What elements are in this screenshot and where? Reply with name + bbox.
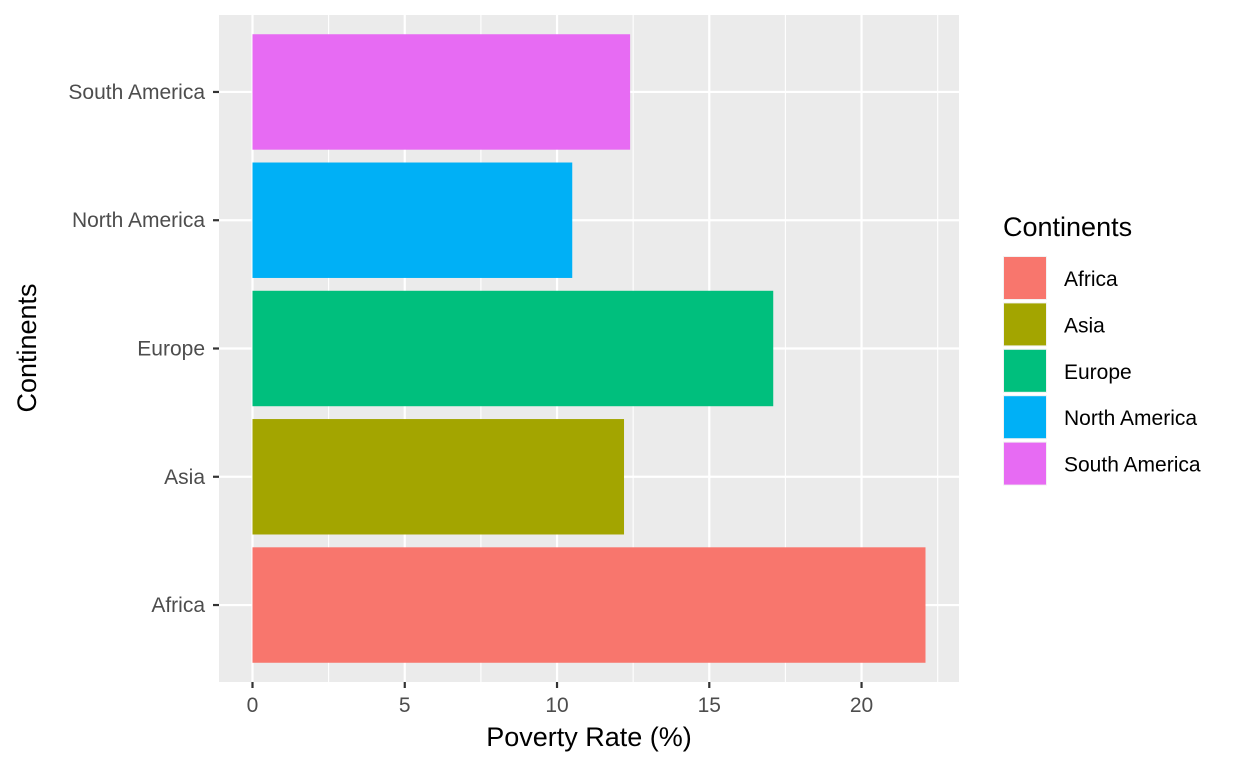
- legend-title: Continents: [1003, 212, 1132, 242]
- y-tick-label: South America: [68, 81, 205, 104]
- legend-key-swatch: [1004, 303, 1046, 346]
- y-axis-title: Continents: [12, 283, 42, 412]
- legend-items: Africa Asia Europe North America South Ameri…: [1003, 256, 1201, 486]
- legend-label: South America: [1064, 454, 1201, 477]
- x-tick-label: 0: [247, 694, 259, 717]
- legend: Continents Africa Asia Europe North America…: [1003, 212, 1201, 486]
- y-axis: Africa Asia Europe North America South Ameri…: [68, 81, 219, 617]
- legend-key-swatch: [1004, 257, 1046, 299]
- bar-asia: [252, 419, 625, 535]
- y-tick-label: Asia: [164, 466, 205, 489]
- x-tick-label: 10: [545, 694, 568, 717]
- x-axis: 0 5 10 15 20: [247, 682, 873, 717]
- legend-key-swatch: [1004, 349, 1046, 392]
- legend-label: Asia: [1064, 314, 1105, 337]
- y-tick-label: North America: [72, 209, 205, 232]
- legend-label: Europe: [1064, 361, 1132, 384]
- bar-africa: [252, 547, 926, 663]
- x-tick-label: 5: [399, 694, 411, 717]
- bars: [252, 34, 926, 663]
- x-axis-title: Poverty Rate (%): [486, 722, 692, 752]
- legend-key-swatch: [1004, 396, 1046, 439]
- x-tick-label: 20: [850, 694, 873, 717]
- y-tick-label: Africa: [151, 594, 205, 617]
- legend-label: North America: [1064, 407, 1197, 430]
- bar-north-america: [252, 162, 573, 278]
- bar-europe: [252, 290, 774, 407]
- legend-key-swatch: [1004, 442, 1046, 485]
- legend-label: Africa: [1064, 268, 1118, 291]
- x-tick-label: 15: [698, 694, 721, 717]
- bar-south-america: [252, 34, 631, 150]
- y-tick-label: Europe: [137, 338, 205, 361]
